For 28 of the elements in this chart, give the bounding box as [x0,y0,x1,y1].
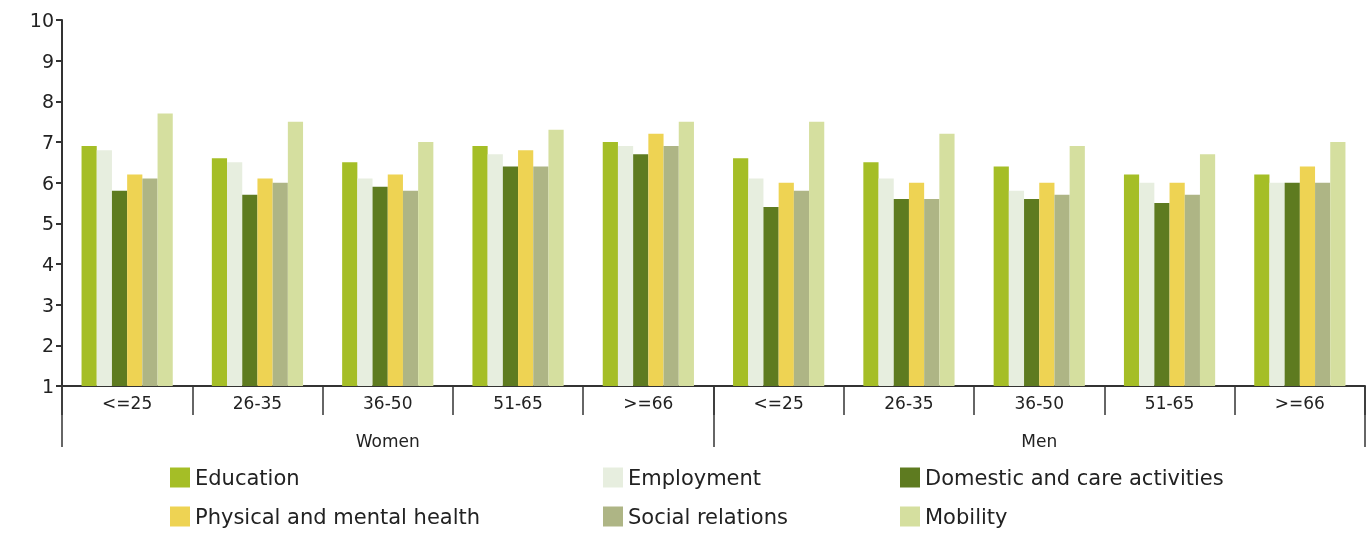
x-tick-label: 36-50 [363,392,413,413]
y-tick-label: 4 [41,253,54,275]
x-tick-label: <=25 [753,392,804,413]
x-tick-label: <=25 [102,392,153,413]
y-tick-label: 9 [41,49,54,72]
y-tick-label: 6 [41,171,54,194]
text: Men [1021,430,1058,451]
y-tick-label: 3 [41,293,54,316]
text: Women [355,430,420,451]
legend-label: Employment [628,465,762,490]
y-tick-label: 8 [41,90,54,113]
x-tick-label: 51-65 [493,392,543,413]
y-tick-label: 1 [41,375,54,397]
x-tick-label: >=66 [1274,392,1325,413]
y-tick-label: 10 [29,9,54,31]
y-tick-label: 5 [41,212,54,235]
y-tick-label: 7 [41,131,54,153]
x-tick-label: 26-35 [232,392,283,413]
y-tick-label: 2 [41,334,54,357]
x-tick-label: 51-65 [1144,392,1195,413]
legend-label: Social relations [628,504,788,529]
x-tick-label: 26-35 [884,392,934,413]
x-tick-label: 36-50 [1014,392,1064,413]
legend-label: Mobility [925,504,1008,529]
legend-label: Education [195,465,300,490]
legend-label: Physical and mental health [195,504,481,529]
legend-label: Domestic and care activities [925,465,1224,490]
x-tick-label: >=66 [623,392,674,413]
